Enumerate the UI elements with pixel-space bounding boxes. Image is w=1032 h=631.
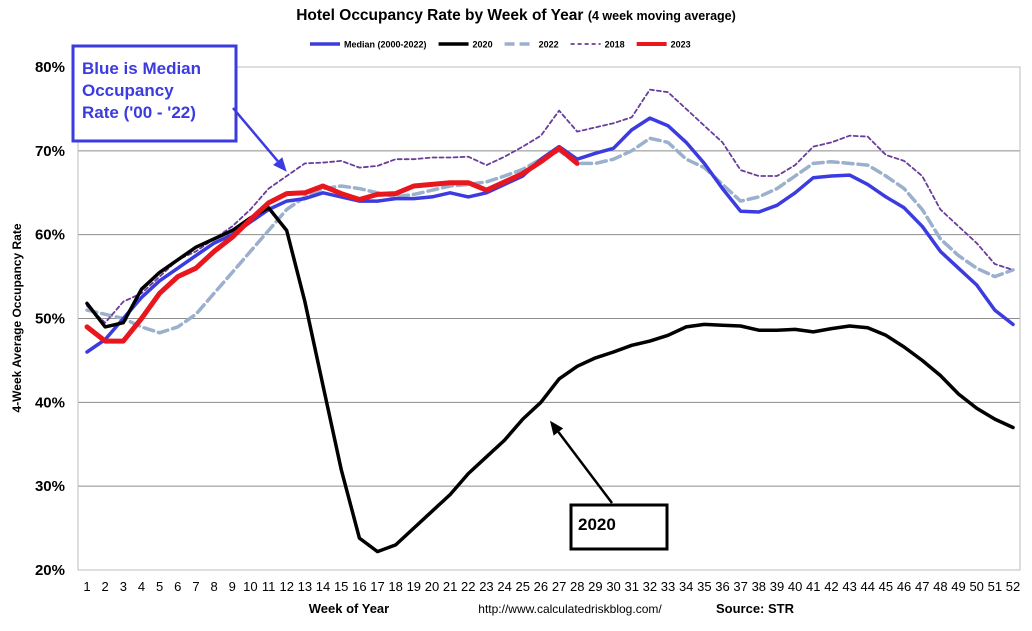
x-tick-label: 22 xyxy=(461,579,475,594)
median-annotation: Blue is Median Occupancy Rate ('00 - '22… xyxy=(71,44,287,172)
y-tick-label: 30% xyxy=(35,478,65,495)
year-annotation: 2020 xyxy=(550,420,669,551)
x-tick-label: 14 xyxy=(316,579,330,594)
x-tick-label: 39 xyxy=(770,579,784,594)
x-tick-label: 48 xyxy=(933,579,947,594)
x-tick-label: 20 xyxy=(425,579,439,594)
x-tick-label: 27 xyxy=(552,579,566,594)
x-tick-label: 26 xyxy=(534,579,548,594)
legend-label: 2018 xyxy=(605,40,625,50)
x-tick-label: 38 xyxy=(752,579,766,594)
x-tick-label: 5 xyxy=(156,579,163,594)
y-tick-label: 60% xyxy=(35,227,65,244)
x-tick-label: 44 xyxy=(861,579,875,594)
year-annotation-box xyxy=(569,503,669,551)
x-tick-label: 21 xyxy=(443,579,457,594)
year-annotation-label: 2020 xyxy=(578,515,616,534)
x-tick-label: 3 xyxy=(120,579,127,594)
x-tick-label: 42 xyxy=(824,579,838,594)
x-tick-label: 19 xyxy=(407,579,421,594)
x-tick-label: 33 xyxy=(661,579,675,594)
x-tick-label: 52 xyxy=(1006,579,1020,594)
x-tick-label: 40 xyxy=(788,579,802,594)
x-tick-label: 30 xyxy=(606,579,620,594)
x-tick-label: 29 xyxy=(588,579,602,594)
x-tick-label: 16 xyxy=(352,579,366,594)
x-tick-label: 18 xyxy=(388,579,402,594)
x-tick-label: 37 xyxy=(733,579,747,594)
median-annotation-arrowhead xyxy=(273,157,287,172)
x-tick-label: 8 xyxy=(210,579,217,594)
x-tick-label: 2 xyxy=(102,579,109,594)
y-tick-label: 70% xyxy=(35,143,65,160)
source-url: http://www.calculatedriskblog.com/ xyxy=(478,602,662,616)
x-tick-label: 47 xyxy=(915,579,929,594)
x-tick-label: 12 xyxy=(279,579,293,594)
x-tick-label: 35 xyxy=(697,579,711,594)
median-annotation-line-3: Rate ('00 - '22) xyxy=(82,103,196,122)
x-tick-label: 13 xyxy=(298,579,312,594)
series-line-2023 xyxy=(84,145,580,344)
x-tick-label: 28 xyxy=(570,579,584,594)
x-tick-label: 51 xyxy=(988,579,1002,594)
x-tick-label: 32 xyxy=(643,579,657,594)
median-annotation-arrow xyxy=(232,107,279,162)
source-credit: Source: STR xyxy=(716,601,795,616)
x-tick-label: 41 xyxy=(806,579,820,594)
x-tick-label: 6 xyxy=(174,579,181,594)
legend-label: Median (2000-2022) xyxy=(344,40,427,50)
median-annotation-box xyxy=(71,44,238,143)
x-tick-label: 7 xyxy=(192,579,199,594)
x-tick-label: 9 xyxy=(229,579,236,594)
x-axis-ticks: 1 2 3 4 5 6 7 8 9 10 11 12 13 14 15 16 17 18 19 20 21 22 23 24 2… xyxy=(83,579,1020,594)
series-line-2020 xyxy=(85,206,1015,554)
legend: Median (2000-2022) 2020 2022 2018 2023 xyxy=(310,40,691,50)
x-tick-label: 24 xyxy=(497,579,511,594)
x-tick-label: 15 xyxy=(334,579,348,594)
x-tick-label: 31 xyxy=(624,579,638,594)
plot-area-border xyxy=(77,66,1021,571)
chart-title-main: Hotel Occupancy Rate by Week of Year xyxy=(296,7,583,24)
median-annotation-line-2: Occupancy xyxy=(82,81,174,100)
x-tick-label: 43 xyxy=(842,579,856,594)
series-line-2018 xyxy=(86,88,1014,324)
x-tick-label: 10 xyxy=(243,579,257,594)
gridlines xyxy=(78,150,1020,487)
y-tick-label: 50% xyxy=(35,311,65,328)
year-annotation-arrowhead xyxy=(550,420,564,436)
legend-label: 2020 xyxy=(473,40,493,50)
x-tick-label: 50 xyxy=(969,579,983,594)
x-axis-label: Week of Year xyxy=(309,601,389,616)
legend-label: 2023 xyxy=(671,40,691,50)
chart-title: Hotel Occupancy Rate by Week of Year (4 … xyxy=(296,7,736,24)
x-tick-label: 23 xyxy=(479,579,493,594)
x-tick-label: 17 xyxy=(370,579,384,594)
y-axis-ticks: 20% 30% 40% 50% 60% 70% 80% xyxy=(35,59,65,579)
x-tick-label: 45 xyxy=(879,579,893,594)
x-tick-label: 11 xyxy=(262,579,276,594)
year-annotation-arrow xyxy=(557,431,613,504)
x-tick-label: 34 xyxy=(679,579,693,594)
x-tick-label: 1 xyxy=(83,579,90,594)
x-tick-label: 49 xyxy=(951,579,965,594)
x-tick-label: 46 xyxy=(897,579,911,594)
y-tick-label: 80% xyxy=(35,59,65,76)
chart-title-sub: (4 week moving average) xyxy=(588,9,736,23)
x-tick-label: 25 xyxy=(516,579,530,594)
x-tick-label: 36 xyxy=(715,579,729,594)
median-annotation-line-1: Blue is Median xyxy=(82,59,201,78)
y-axis-label: 4-Week Average Occupancy Rate xyxy=(10,223,24,412)
series-lines xyxy=(84,88,1015,554)
y-tick-label: 20% xyxy=(35,562,65,579)
x-tick-label: 4 xyxy=(138,579,145,594)
series-line-2022 xyxy=(85,136,1015,335)
legend-label: 2022 xyxy=(539,40,559,50)
y-tick-label: 40% xyxy=(35,394,65,411)
